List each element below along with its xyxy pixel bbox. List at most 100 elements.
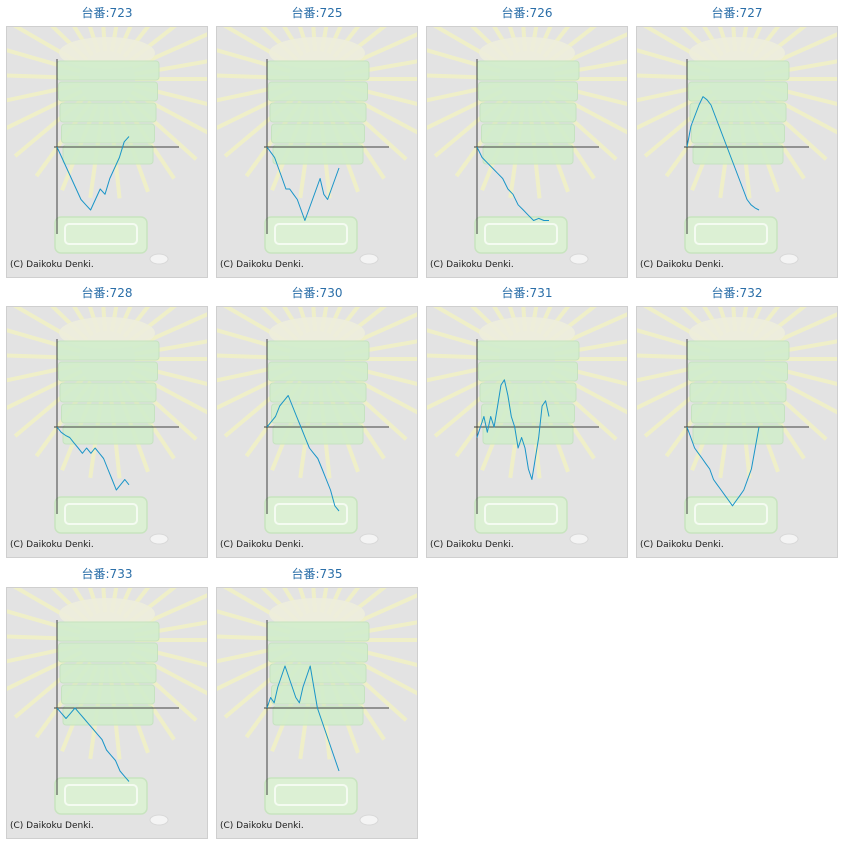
sunburst-ray <box>109 307 119 332</box>
chart-svg <box>7 307 207 545</box>
ball-box-shape <box>482 144 574 165</box>
ball-box-shape <box>481 403 575 424</box>
copyright-text: (C) Daikoku Denki. <box>10 540 94 550</box>
ball-box-shape <box>58 81 158 102</box>
payout-series-line <box>476 146 549 221</box>
ball-box-shape <box>59 382 157 403</box>
payout-series-line <box>476 379 550 480</box>
ball-box-shape <box>272 424 364 445</box>
ball-box-shape <box>269 663 367 684</box>
tray-shape <box>54 216 148 254</box>
sunburst-ray <box>319 307 329 332</box>
ball-box-shape <box>691 403 785 424</box>
payout-series-line <box>56 426 130 491</box>
tray-shape <box>54 777 148 815</box>
copyright-text: (C) Daikoku Denki. <box>430 260 514 270</box>
slot-machine-background-art <box>217 27 417 265</box>
ball-box-shape <box>269 102 367 123</box>
chart-panel: (C) Daikoku Denki. <box>636 26 838 278</box>
ball-box-shape <box>61 403 155 424</box>
machine-chart-card[interactable]: 台番:735 (C) Daikoku Denki. <box>215 563 419 839</box>
ball-box-shape <box>61 123 155 144</box>
machine-chart-card[interactable]: 台番:727 (C) Daikoku Denki. <box>635 2 839 278</box>
chart-panel: (C) Daikoku Denki. <box>216 26 418 278</box>
machine-number-title[interactable]: 台番:733 <box>81 567 133 581</box>
ball-box-shape <box>266 340 370 361</box>
machine-chart-card[interactable]: 台番:733 (C) Daikoku Denki. <box>5 563 209 839</box>
tray-inner-shape <box>484 223 558 245</box>
coin-shape <box>779 253 799 265</box>
tray-shape <box>684 216 778 254</box>
ball-box-shape <box>692 424 784 445</box>
payout-series-line <box>266 665 340 772</box>
chart-svg <box>7 27 207 265</box>
sunburst-ray <box>521 27 528 52</box>
machine-number-title[interactable]: 台番:732 <box>711 286 763 300</box>
machine-number-title[interactable]: 台番:725 <box>291 6 343 20</box>
ball-box-shape <box>692 144 784 165</box>
ball-box-shape <box>62 424 154 445</box>
machine-chart-card[interactable]: 台番:732 (C) Daikoku Denki. <box>635 282 839 558</box>
copyright-text: (C) Daikoku Denki. <box>220 260 304 270</box>
slot-machine-background-art <box>427 27 627 265</box>
chart-svg <box>637 27 837 265</box>
coin-shape <box>359 253 379 265</box>
slot-machine-background-art <box>217 307 417 545</box>
chart-panel: (C) Daikoku Denki. <box>426 26 628 278</box>
sunburst-ray <box>311 307 318 332</box>
copyright-text: (C) Daikoku Denki. <box>640 540 724 550</box>
tray-inner-shape <box>694 223 768 245</box>
tray-shape <box>54 496 148 534</box>
ball-box-shape <box>61 684 155 705</box>
machine-chart-card[interactable]: 台番:726 (C) Daikoku Denki. <box>425 2 629 278</box>
payout-series-line <box>266 395 340 512</box>
tray-shape <box>684 496 778 534</box>
ball-box-shape <box>686 60 790 81</box>
ball-box-shape <box>268 361 368 382</box>
machine-chart-card[interactable]: 台番:723 (C) Daikoku Denki. <box>5 2 209 278</box>
machine-number-title[interactable]: 台番:728 <box>81 286 133 300</box>
ball-box-shape <box>272 144 364 165</box>
tray-shape <box>474 216 568 254</box>
slot-machine-background-art <box>637 27 837 265</box>
ball-box-shape <box>476 340 580 361</box>
sunburst-ray <box>731 27 738 52</box>
ball-box-shape <box>266 621 370 642</box>
machine-chart-card[interactable]: 台番:728 (C) Daikoku Denki. <box>5 282 209 558</box>
ball-box-shape <box>269 382 367 403</box>
machine-number-title[interactable]: 台番:727 <box>711 6 763 20</box>
ball-box-shape <box>271 123 365 144</box>
copyright-text: (C) Daikoku Denki. <box>430 540 514 550</box>
machine-number-title[interactable]: 台番:723 <box>81 6 133 20</box>
copyright-text: (C) Daikoku Denki. <box>10 260 94 270</box>
machine-chart-card[interactable]: 台番:725 (C) Daikoku Denki. <box>215 2 419 278</box>
ball-box-shape <box>689 382 787 403</box>
machine-number-title[interactable]: 台番:735 <box>291 567 343 581</box>
ball-box-shape <box>482 424 574 445</box>
ball-box-shape <box>688 361 788 382</box>
machine-number-title[interactable]: 台番:731 <box>501 286 553 300</box>
coin-shape <box>569 533 589 545</box>
ball-box-shape <box>479 102 577 123</box>
ball-box-shape <box>689 102 787 123</box>
chart-panel: (C) Daikoku Denki. <box>636 306 838 558</box>
ball-box-shape <box>271 684 365 705</box>
machine-chart-card[interactable]: 台番:731 (C) Daikoku Denki. <box>425 282 629 558</box>
sunburst-ray <box>101 27 108 52</box>
ball-box-shape <box>268 642 368 663</box>
machine-chart-card[interactable]: 台番:730 (C) Daikoku Denki. <box>215 282 419 558</box>
slot-machine-background-art <box>637 307 837 545</box>
sunburst-ray <box>529 307 539 332</box>
coin-shape <box>149 253 169 265</box>
tray-inner-shape <box>484 503 558 525</box>
machine-number-title[interactable]: 台番:730 <box>291 286 343 300</box>
machine-number-title[interactable]: 台番:726 <box>501 6 553 20</box>
tray-shape <box>474 496 568 534</box>
coin-shape <box>149 814 169 826</box>
ball-box-shape <box>476 60 580 81</box>
copyright-text: (C) Daikoku Denki. <box>220 540 304 550</box>
ball-box-shape <box>268 81 368 102</box>
slot-machine-background-art <box>7 27 207 265</box>
chart-svg <box>7 588 207 826</box>
coin-shape <box>359 533 379 545</box>
